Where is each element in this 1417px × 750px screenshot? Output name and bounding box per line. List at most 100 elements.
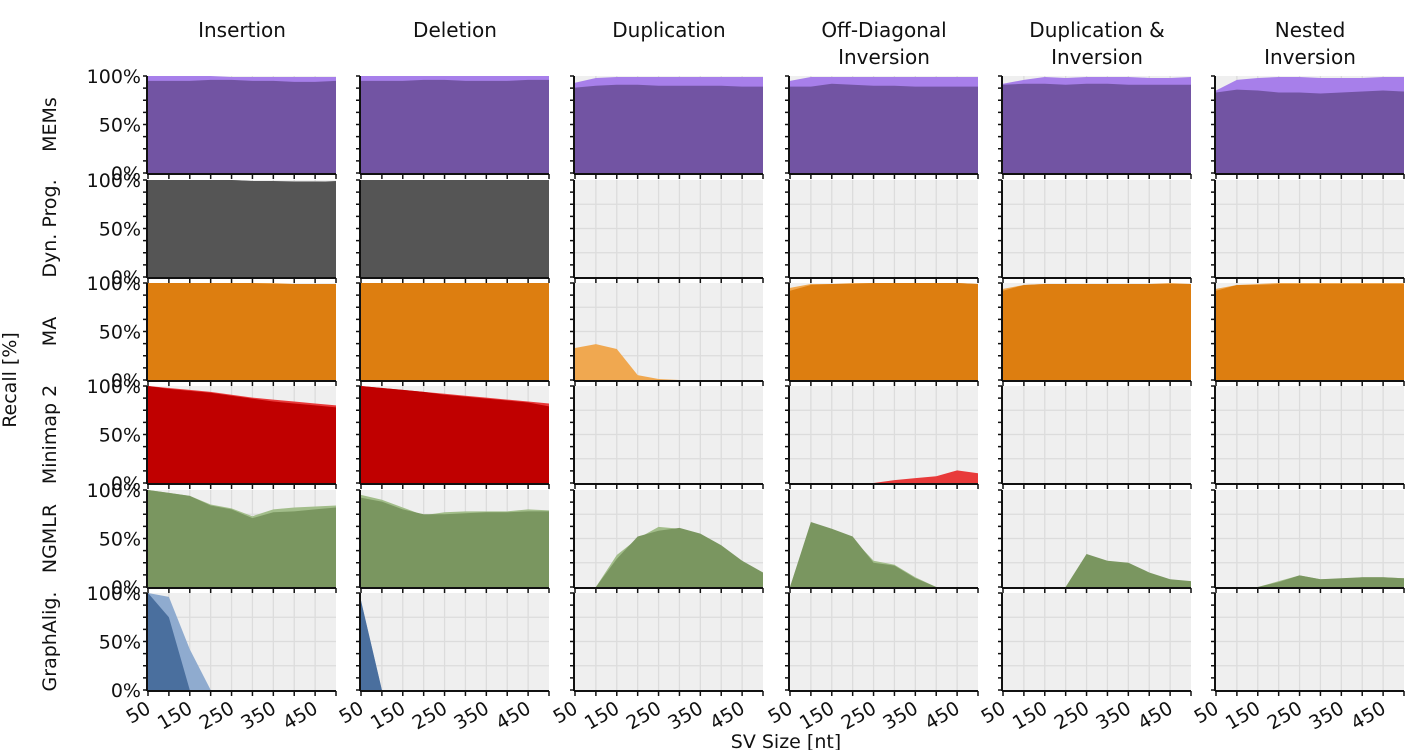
area-lower-graphalig: [148, 593, 336, 690]
panel-ma-insertion: 0% 50% 100%: [87, 273, 337, 392]
x-tick-label: 50: [978, 697, 1010, 728]
y-tick-label: 0%: [111, 267, 141, 289]
x-tick-label: 150: [581, 697, 623, 734]
area-upper-ma: [575, 344, 763, 380]
y-tick-label: 100%: [87, 376, 141, 398]
area-lower-mems: [575, 84, 763, 173]
area-lower-minimap-2: [361, 386, 549, 483]
panel-graphalig-deletion: [356, 592, 550, 696]
panel-dyn-prog-duplication-inversion: [998, 179, 1192, 283]
panel-mems-duplication: [570, 75, 764, 179]
panel-ngmlr-insertion: 0% 50% 100%: [87, 480, 337, 599]
y-axis-label: Recall [%]: [0, 332, 21, 428]
panel-ma-nested-inversion: [1211, 282, 1405, 386]
y-tick-label: 0%: [111, 163, 141, 185]
x-tick-label: 450: [279, 697, 321, 734]
column-titles: Insertion Deletion Duplication Off-Diagonal…: [198, 18, 1356, 69]
x-tick-label: 450: [706, 697, 748, 734]
area-lower-dyn-prog: [361, 180, 549, 277]
area-lower-mems: [148, 79, 336, 173]
row-label-graphalig: GraphAlig.: [39, 592, 61, 692]
y-tick-label: 0%: [111, 473, 141, 495]
panel-ngmlr-duplication: [570, 489, 764, 593]
panel-dyn-prog-deletion: [356, 179, 550, 283]
row-label-ngmlr: NGMLR: [39, 504, 61, 573]
column-title-duplication: Duplication: [612, 18, 725, 42]
area-lower-graphalig: [361, 600, 549, 690]
area-lower-dyn-prog: [148, 180, 336, 277]
x-tick-label: 350: [237, 697, 279, 734]
panel-dyn-prog-nested-inversion: [1211, 179, 1405, 283]
y-tick-label: 100%: [87, 583, 141, 605]
panel-ngmlr-nested-inversion: [1211, 489, 1405, 593]
x-tick-label: 250: [623, 697, 665, 734]
area-lower-mems: [1003, 83, 1191, 173]
row-label-dyn-prog: Dyn. Prog.: [39, 179, 61, 277]
panel-ma-off-diagonal-inversion: [785, 282, 979, 386]
panel-graphalig-nested-inversion: [1211, 592, 1405, 696]
y-tick-label: 100%: [87, 170, 141, 192]
x-tick-label: 50: [550, 697, 582, 728]
panels: 0%50%100%0%50%100%0%50%100%0%50%100%0%50…: [87, 66, 1405, 702]
area-lower-minimap-2: [148, 386, 336, 483]
x-tick-label: 350: [879, 697, 921, 734]
y-tick-label: 100%: [87, 480, 141, 502]
y-tick-label: 100%: [87, 273, 141, 295]
panel-ngmlr-duplication-inversion: [998, 489, 1192, 593]
row-labels: MEMs Dyn. Prog. MA Minimap 2 NGMLR GraphAlig.: [39, 97, 61, 691]
panel-mems-deletion: [356, 75, 550, 179]
panel-minimap-2-duplication: [570, 385, 764, 489]
x-axis-label: SV Size [nt]: [731, 731, 841, 750]
panel-ma-duplication: [570, 282, 764, 386]
panel-ma-deletion: [356, 282, 550, 386]
area-lower-ngmlr: [575, 527, 763, 587]
x-tick-labels: 50 150 250 350 450 50 150 250 350 450 50 150 250 350 4…: [123, 697, 1390, 734]
panel-mems-insertion: 0% 50% 100%: [87, 66, 337, 185]
column-title-deletion: Deletion: [413, 18, 497, 42]
x-tick-label: 50: [1191, 697, 1223, 728]
x-tick-label: 450: [492, 697, 534, 734]
y-tick-label: 50%: [99, 322, 141, 344]
column-title-duplication-inversion: Duplication & Inversion: [1029, 18, 1164, 69]
panel-mems-nested-inversion: [1211, 75, 1405, 179]
x-tick-label: 150: [154, 697, 196, 734]
panel-ma-duplication-inversion: [998, 282, 1192, 386]
area-lower-ma: [790, 283, 978, 380]
y-tick-label: 50%: [99, 425, 141, 447]
row-label-minimap-2: Minimap 2: [39, 385, 61, 484]
x-tick-label: 450: [921, 697, 963, 734]
x-tick-label: 150: [1009, 697, 1051, 734]
area-lower-ma: [361, 283, 549, 380]
area-lower-mems: [1216, 89, 1404, 173]
column-title-nested-inversion: Nested Inversion: [1264, 18, 1356, 69]
panel-minimap-2-off-diagonal-inversion: [785, 385, 979, 489]
panel-ngmlr-off-diagonal-inversion: [785, 489, 979, 593]
panel-ngmlr-deletion: [356, 489, 550, 593]
area-lower-ngmlr: [148, 490, 336, 587]
area-lower-ngmlr: [1003, 554, 1191, 587]
panel-minimap-2-nested-inversion: [1211, 385, 1405, 489]
y-tick-label: 50%: [99, 529, 141, 551]
panel-mems-off-diagonal-inversion: [785, 75, 979, 179]
x-tick-label: 250: [409, 697, 451, 734]
x-tick-label: 150: [367, 697, 409, 734]
x-tick-label: 150: [796, 697, 838, 734]
x-tick-label: 50: [336, 697, 368, 728]
y-tick-label: 50%: [99, 219, 141, 241]
x-tick-label: 350: [1092, 697, 1134, 734]
y-tick-label: 0%: [111, 577, 141, 599]
column-title-off-diagonal-inversion: Off-Diagonal Inversion: [821, 18, 946, 69]
area-lower-ma: [148, 283, 336, 380]
x-tick-label: 450: [1134, 697, 1176, 734]
x-tick-label: 350: [664, 697, 706, 734]
row-label-mems: MEMs: [39, 97, 61, 152]
x-tick-label: 350: [1305, 697, 1347, 734]
area-lower-ngmlr: [790, 522, 978, 587]
area-lower-ngmlr: [361, 497, 549, 587]
x-tick-label: 250: [1051, 697, 1093, 734]
x-tick-label: 250: [838, 697, 880, 734]
area-lower-mems: [790, 83, 978, 173]
y-tick-label: 0%: [111, 370, 141, 392]
x-tick-label: 350: [450, 697, 492, 734]
